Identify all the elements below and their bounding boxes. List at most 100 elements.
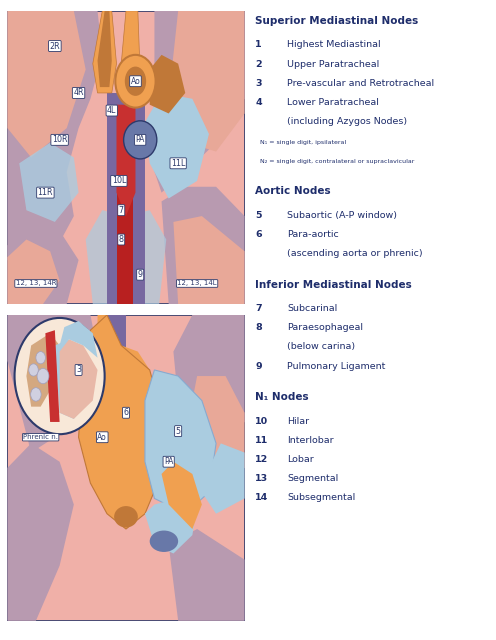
Text: Highest Mediastinal: Highest Mediastinal xyxy=(287,40,381,49)
Text: 6: 6 xyxy=(255,230,262,239)
Ellipse shape xyxy=(124,121,157,159)
Text: Lower Paratracheal: Lower Paratracheal xyxy=(287,98,379,107)
Polygon shape xyxy=(7,11,86,157)
Text: 2R: 2R xyxy=(50,42,60,51)
Polygon shape xyxy=(169,11,245,152)
Text: 2: 2 xyxy=(255,60,262,68)
Ellipse shape xyxy=(115,55,156,108)
Circle shape xyxy=(31,388,41,401)
Text: 12: 12 xyxy=(255,455,269,464)
Text: (ascending aorta or phrenic): (ascending aorta or phrenic) xyxy=(287,249,423,258)
Polygon shape xyxy=(150,11,245,193)
Polygon shape xyxy=(145,370,216,514)
Polygon shape xyxy=(174,216,245,304)
Text: 4L: 4L xyxy=(107,106,117,115)
Text: 5: 5 xyxy=(176,427,181,436)
Text: (including Azygos Nodes): (including Azygos Nodes) xyxy=(287,117,407,126)
Polygon shape xyxy=(150,55,186,113)
Text: Paraesophageal: Paraesophageal xyxy=(287,323,363,332)
Text: Ao: Ao xyxy=(130,77,140,86)
Text: Subcarinal: Subcarinal xyxy=(287,304,338,313)
Text: Phrenic n.: Phrenic n. xyxy=(23,435,58,440)
Text: Pre-vascular and Retrotracheal: Pre-vascular and Retrotracheal xyxy=(287,79,434,88)
Polygon shape xyxy=(7,11,102,275)
Text: 12, 13, 14L: 12, 13, 14L xyxy=(177,280,217,287)
Text: 5: 5 xyxy=(255,211,262,220)
Text: Upper Paratracheal: Upper Paratracheal xyxy=(287,60,379,68)
Text: PA: PA xyxy=(135,135,145,145)
FancyBboxPatch shape xyxy=(7,315,245,621)
Circle shape xyxy=(36,351,45,364)
Polygon shape xyxy=(162,187,245,304)
Text: 4R: 4R xyxy=(73,88,84,97)
Text: PA: PA xyxy=(164,457,173,466)
Text: 3: 3 xyxy=(255,79,262,88)
Text: 4: 4 xyxy=(255,98,262,107)
Text: N₁ = single digit, ipsilateral: N₁ = single digit, ipsilateral xyxy=(260,140,346,145)
Ellipse shape xyxy=(150,531,178,552)
Text: N₁ Nodes: N₁ Nodes xyxy=(255,392,309,403)
Text: 10: 10 xyxy=(255,417,268,426)
Polygon shape xyxy=(121,11,140,93)
Text: 8: 8 xyxy=(119,235,124,244)
Text: 14: 14 xyxy=(255,493,269,502)
Polygon shape xyxy=(117,105,135,216)
Polygon shape xyxy=(7,444,74,621)
Polygon shape xyxy=(7,239,60,304)
Polygon shape xyxy=(60,339,98,419)
Circle shape xyxy=(37,369,49,384)
Text: 11L: 11L xyxy=(171,159,186,168)
Polygon shape xyxy=(145,499,197,554)
Text: 11R: 11R xyxy=(38,188,53,197)
Text: 1: 1 xyxy=(255,40,262,49)
Ellipse shape xyxy=(114,506,138,527)
Text: (below carina): (below carina) xyxy=(287,342,356,351)
Polygon shape xyxy=(98,11,112,87)
Polygon shape xyxy=(93,11,117,93)
Text: Superior Mediastinal Nodes: Superior Mediastinal Nodes xyxy=(255,16,419,26)
Polygon shape xyxy=(202,444,245,514)
Polygon shape xyxy=(45,330,60,422)
Text: Lobar: Lobar xyxy=(287,455,314,464)
Text: 7: 7 xyxy=(255,304,262,313)
Polygon shape xyxy=(55,339,88,419)
Text: Interlobar: Interlobar xyxy=(287,436,334,445)
Text: 10R: 10R xyxy=(52,135,67,145)
Polygon shape xyxy=(7,222,78,304)
Polygon shape xyxy=(98,315,150,391)
Polygon shape xyxy=(169,529,245,621)
Text: 9: 9 xyxy=(255,362,262,371)
FancyBboxPatch shape xyxy=(7,11,245,304)
Polygon shape xyxy=(186,376,245,492)
Polygon shape xyxy=(102,315,126,492)
Polygon shape xyxy=(145,93,209,198)
Text: Hilar: Hilar xyxy=(287,417,310,426)
Ellipse shape xyxy=(125,67,146,96)
Text: N₂ = single digit, contralateral or supraclavicular: N₂ = single digit, contralateral or supr… xyxy=(260,159,415,164)
Text: 8: 8 xyxy=(255,323,262,332)
Polygon shape xyxy=(174,315,245,452)
Text: 6: 6 xyxy=(124,408,128,417)
Circle shape xyxy=(29,364,38,376)
Polygon shape xyxy=(162,461,202,529)
Text: Inferior Mediastinal Nodes: Inferior Mediastinal Nodes xyxy=(255,280,412,290)
Text: Subaortic (A-P window): Subaortic (A-P window) xyxy=(287,211,397,220)
Polygon shape xyxy=(86,210,166,304)
Circle shape xyxy=(14,318,105,434)
Text: 12, 13, 14R: 12, 13, 14R xyxy=(16,280,56,287)
Polygon shape xyxy=(19,143,78,222)
Text: 3: 3 xyxy=(76,365,81,374)
Text: Pulmonary Ligament: Pulmonary Ligament xyxy=(287,362,386,371)
Text: Aortic Nodes: Aortic Nodes xyxy=(255,186,331,196)
Text: 9: 9 xyxy=(138,270,143,279)
Polygon shape xyxy=(117,105,133,304)
Polygon shape xyxy=(60,321,98,358)
Text: 13: 13 xyxy=(255,474,268,483)
Polygon shape xyxy=(107,93,145,304)
Text: Para-aortic: Para-aortic xyxy=(287,230,339,239)
Polygon shape xyxy=(78,315,164,529)
Text: 10L: 10L xyxy=(112,177,126,186)
Text: 11: 11 xyxy=(255,436,269,445)
Text: Ao: Ao xyxy=(97,433,107,442)
Polygon shape xyxy=(26,333,60,406)
